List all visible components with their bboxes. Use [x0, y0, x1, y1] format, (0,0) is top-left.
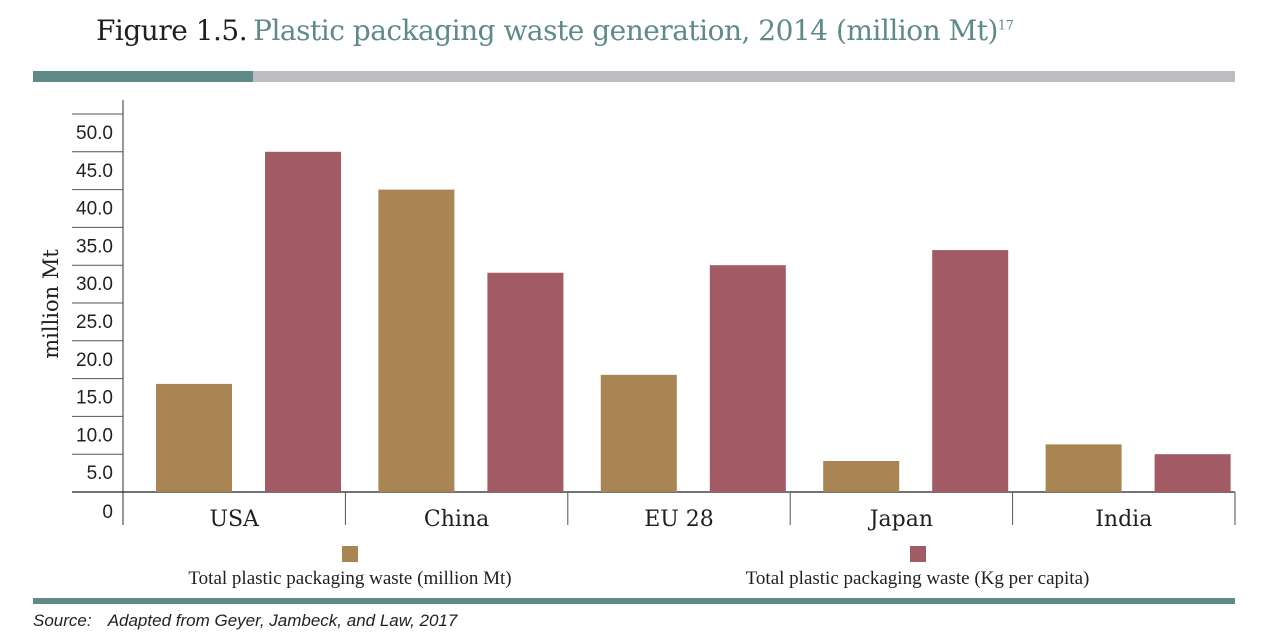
y-tick-label: 25.0	[76, 312, 113, 333]
y-axis-label: million Mt	[39, 249, 63, 359]
y-tick-label: 30.0	[76, 274, 113, 295]
legend-item-million-mt: Total plastic packaging waste (million M…	[130, 546, 570, 590]
bar-japan-series-2	[932, 250, 1009, 492]
legend-item-kg-per-capita: Total plastic packaging waste (Kg per ca…	[680, 546, 1155, 590]
x-tick-label: India	[1095, 507, 1152, 532]
figure-caption: Plastic packaging waste generation, 2014…	[253, 14, 998, 47]
footer-rule	[33, 598, 1235, 604]
bar-japan-series-1	[823, 461, 900, 492]
legend-label-million-mt: Total plastic packaging waste (million M…	[188, 568, 512, 589]
y-tick-label: 0	[102, 502, 113, 523]
y-tick-label: 40.0	[76, 199, 113, 220]
legend-swatch-kg-per-capita	[909, 546, 926, 562]
source-text: Adapted from Geyer, Jambeck, and Law, 20…	[107, 611, 458, 630]
x-tick-label: Japan	[868, 507, 933, 532]
bar-eu-28-series-1	[600, 374, 677, 492]
figure-number: Figure 1.5.	[96, 14, 248, 47]
source-note: Source: Adapted from Geyer, Jambeck, and…	[33, 611, 457, 631]
legend-label-kg-per-capita: Total plastic packaging waste (Kg per ca…	[745, 568, 1090, 589]
bar-china-series-1	[378, 189, 455, 492]
y-tick-label: 45.0	[76, 161, 113, 182]
footnote-ref: 17	[997, 18, 1014, 34]
bars	[156, 151, 1231, 493]
title-rule	[33, 71, 1235, 82]
source-label: Source:	[33, 611, 92, 630]
bar-usa-series-2	[265, 151, 341, 493]
bar-india-series-2	[1154, 454, 1231, 492]
y-tick-label: 10.0	[76, 425, 113, 446]
bar-india-series-1	[1045, 444, 1122, 492]
bar-china-series-2	[487, 272, 564, 492]
y-tick-label: 35.0	[76, 236, 113, 257]
x-tick-label: USA	[209, 507, 260, 532]
bar-usa-series-1	[156, 383, 232, 492]
legend-swatch-million-mt	[342, 546, 358, 562]
figure-title: Figure 1.5. Plastic packaging waste gener…	[96, 14, 1014, 47]
x-axis: USA China EU 28 Japan India	[72, 491, 1236, 532]
x-tick-label: EU 28	[644, 507, 714, 532]
y-tick-label: 50.0	[76, 123, 113, 144]
title-rule-accent	[33, 71, 253, 82]
y-axis: 0 5.0 10.0 15.0 20.0 25.0 30.0 35.0 40.0 45.0 50.0	[72, 100, 124, 525]
x-tick-label: China	[424, 507, 489, 532]
y-tick-label: 5.0	[87, 463, 113, 484]
bar-eu-28-series-2	[709, 265, 786, 492]
y-tick-label: 20.0	[76, 350, 113, 371]
y-tick-label: 15.0	[76, 388, 113, 409]
